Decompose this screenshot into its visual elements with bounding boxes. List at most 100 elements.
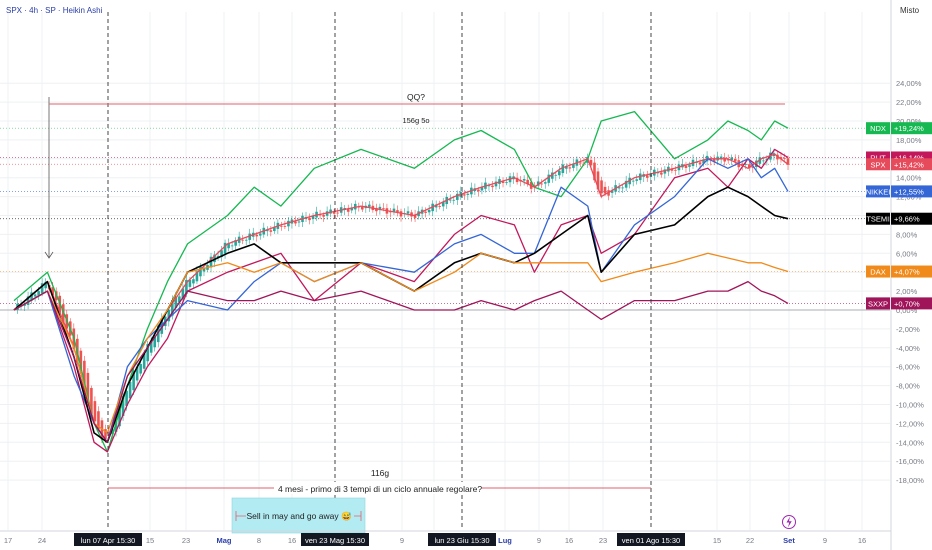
series-name-tag-dax[interactable] [866, 265, 890, 278]
callout-text-bg [246, 510, 354, 522]
series-value-tag-sxxp[interactable] [891, 297, 932, 310]
callout-text: Sell in may and go away 😅 [246, 511, 351, 521]
candle-body [740, 163, 744, 166]
x-tick-label: 24 [38, 536, 46, 545]
date-tag-label: ven 23 Mag 15:30 [305, 536, 365, 545]
series-value-tag-spx[interactable] [891, 158, 932, 171]
candle-body [135, 366, 139, 381]
y-tick-label: -2,00% [896, 325, 920, 334]
candle-body [114, 420, 118, 432]
symbol-title[interactable]: SPX · 4h · SP · Heikin Ashi [6, 6, 103, 15]
series-line-sxxp[interactable] [13, 280, 789, 443]
candle-body [156, 325, 160, 343]
candle-body [160, 318, 164, 334]
series-layer [13, 110, 789, 453]
x-tick-label: 15 [146, 536, 154, 545]
candle-body [547, 174, 551, 183]
span-bottom-count: 116g [371, 468, 390, 478]
series-value-tag-nikkei[interactable] [891, 185, 932, 198]
candle-body [33, 294, 37, 297]
candles-layer [16, 147, 790, 444]
candle-body [712, 159, 716, 162]
candle-body [93, 401, 97, 422]
date-tag-bg[interactable] [428, 533, 496, 546]
series-name-tag-nikkei[interactable] [866, 185, 890, 198]
candle-body [128, 381, 132, 399]
series-line-nikkei[interactable] [13, 158, 789, 443]
candle-body [645, 175, 649, 178]
series-value-nikkei: +12,55% [894, 187, 924, 196]
candle-body [579, 162, 582, 164]
candle-body [452, 199, 456, 201]
lightning-icon[interactable] [782, 515, 796, 529]
candle-body [617, 187, 621, 189]
candle-body [698, 162, 702, 165]
candle-body [26, 296, 30, 305]
candle-body [220, 250, 223, 258]
x-tick-label: 22 [746, 536, 754, 545]
candle-body [336, 212, 339, 214]
y-tick-label: -8,00% [896, 382, 920, 391]
candle-body [406, 211, 410, 214]
x-tick-label: 23 [182, 536, 190, 545]
candle-body [776, 154, 779, 160]
y-tick-label: 0,00% [896, 306, 918, 315]
candle-body [171, 300, 174, 316]
candle-body [90, 387, 93, 415]
series-name-tag-sxxp[interactable] [866, 297, 890, 310]
series-value-tag-dax[interactable] [891, 265, 932, 278]
x-tick-label: 9 [823, 536, 827, 545]
candle-body [350, 208, 354, 211]
date-tag-bg[interactable] [301, 533, 369, 546]
candle-body [318, 214, 322, 216]
candle-body [223, 242, 227, 254]
candle-body [424, 211, 427, 213]
x-tick-label: 23 [599, 536, 607, 545]
time-scale[interactable]: 17241523Mag816916Lug916231522Set916 [0, 530, 891, 545]
date-tag-bg[interactable] [617, 533, 685, 546]
series-line-ftsemib[interactable] [13, 186, 789, 444]
series-name-tag-ftsemib[interactable] [866, 212, 890, 225]
scale-mode-label[interactable]: Misto [900, 6, 920, 15]
y-tick-label: -4,00% [896, 344, 920, 353]
candle-body [783, 158, 786, 159]
y-tick-label: -12,00% [896, 419, 924, 428]
y-tick-label: 14,00% [896, 174, 922, 183]
candle-body [51, 287, 54, 296]
candle-body [83, 360, 86, 385]
candle-body [287, 220, 290, 227]
candle-body [501, 181, 505, 184]
candle-body [283, 225, 287, 227]
series-name-tag-ndx[interactable] [866, 122, 890, 135]
series-line-dax[interactable] [13, 252, 789, 434]
candle-body [733, 158, 737, 162]
candle-body [491, 185, 494, 188]
qq-label: QQ? [407, 92, 425, 102]
candle-body [378, 206, 382, 210]
candle-body [104, 429, 107, 439]
x-tick-label: 8 [257, 536, 261, 545]
candle-body [561, 164, 565, 174]
candle-body [610, 190, 614, 193]
series-name-nikkei: NIKKEI [866, 187, 891, 196]
candle-body [413, 214, 417, 218]
candle-body [132, 370, 135, 391]
series-name-tag-spx[interactable] [866, 158, 890, 171]
candle-body [635, 179, 639, 181]
candle-body [399, 211, 403, 217]
candle-body [448, 199, 452, 201]
candle-body [230, 245, 234, 247]
candle-body [244, 239, 248, 241]
candle-body [505, 182, 508, 184]
candle-body [125, 390, 128, 406]
candle-body [227, 243, 230, 249]
candle-body [273, 226, 276, 232]
series-value-tag-ndx[interactable] [891, 122, 932, 135]
candle-body [723, 157, 726, 162]
candle-body [600, 180, 603, 194]
candle-body [361, 206, 364, 210]
series-value-tag-ftsemib[interactable] [891, 212, 932, 225]
y-tick-label: 24,00% [896, 79, 922, 88]
date-tag-bg[interactable] [74, 533, 142, 546]
